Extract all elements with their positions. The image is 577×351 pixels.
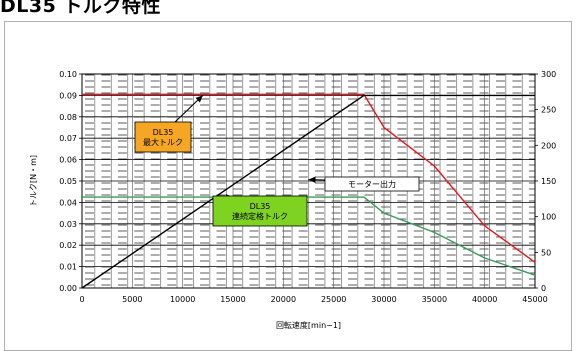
y-tick-label: 0.06 — [59, 156, 77, 165]
y-tick-label: 0.09 — [59, 91, 77, 100]
x-tick-label: 45000 — [522, 295, 547, 304]
x-axis-label: 回転速度[min−1] — [276, 320, 341, 329]
x-tick-label: 20000 — [271, 295, 296, 304]
callout-label: モーター出力 — [348, 179, 396, 189]
y-tick-label: 0.07 — [59, 134, 77, 143]
y-tick-label: 0.10 — [59, 70, 77, 79]
callout-label: 連続定格トルク — [232, 211, 288, 221]
y-tick-label: 0.01 — [59, 263, 77, 272]
y-tick-label: 0.05 — [59, 177, 77, 186]
callout-label: DL35 — [250, 202, 271, 211]
y2-tick-label: 150 — [541, 177, 556, 186]
x-tick-label: 0 — [79, 295, 84, 304]
y-tick-label: 0.02 — [59, 241, 77, 250]
x-tick-label: 25000 — [321, 295, 346, 304]
callout-box — [213, 196, 307, 226]
y2-tick-label: 100 — [541, 213, 556, 222]
torque-chart: 0.00 0.01 0.02 0.03 0.04 0.05 0.06 0.07 0.08 0.09… — [0, 0, 577, 329]
callout-label: DL35 — [153, 128, 174, 137]
y-tick-label: 0.08 — [59, 113, 77, 122]
y-tick-label: 0.03 — [59, 220, 77, 229]
x-tick-label: 5000 — [122, 295, 142, 304]
y2-tick-label: 250 — [541, 106, 556, 115]
x-tick-label: 10000 — [170, 295, 195, 304]
y2-tick-label: 0 — [541, 284, 546, 293]
callout-label: 最大トルク — [143, 137, 183, 147]
x-tick-label: 15000 — [220, 295, 245, 304]
x-tick-label: 35000 — [422, 295, 447, 304]
y-axis-label: トルク[N・m] — [29, 155, 38, 207]
y-tick-label: 0.04 — [59, 198, 77, 207]
x-tick-label: 40000 — [472, 295, 497, 304]
callout-box — [135, 122, 191, 152]
y-tick-label: 0.00 — [59, 284, 77, 293]
x-tick-label: 30000 — [371, 295, 396, 304]
y2-tick-label: 200 — [541, 141, 556, 150]
y2-tick-label: 50 — [541, 248, 551, 257]
y2-tick-label: 300 — [541, 70, 556, 79]
